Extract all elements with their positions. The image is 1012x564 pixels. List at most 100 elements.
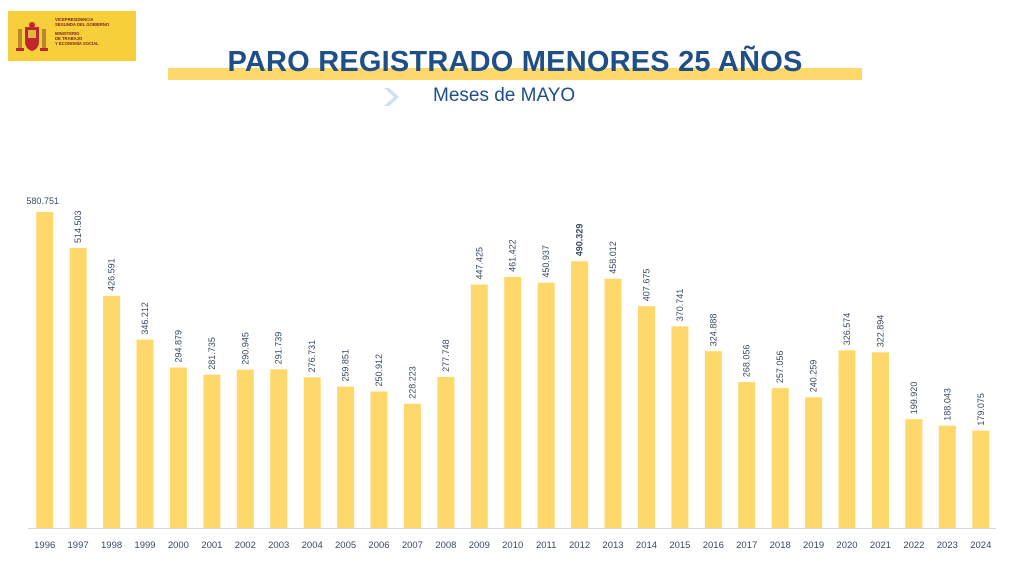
bar-2012 <box>571 261 589 528</box>
bar-2013 <box>604 278 622 528</box>
bar-2021 <box>872 352 889 528</box>
x-tick-label: 1999 <box>134 540 155 551</box>
bar-1997 <box>69 248 87 528</box>
x-tick-label: 2013 <box>602 540 623 551</box>
x-tick-label: 2005 <box>335 540 356 551</box>
chart-title: PARO REGISTRADO MENORES 25 AÑOS <box>227 46 803 78</box>
ministry-logo: VICEPRESIDENCIA SEGUNDA DEL GOBIERNO MIN… <box>8 11 136 61</box>
x-tick-label: 2014 <box>636 540 657 551</box>
bar-2018 <box>771 388 789 528</box>
x-tick-label: 1996 <box>34 540 55 551</box>
data-label: 324.888 <box>708 314 718 347</box>
coat-of-arms-icon <box>16 22 48 51</box>
data-label: 240.259 <box>809 360 819 393</box>
x-tick-label: 2000 <box>168 540 189 551</box>
x-tick-label: 1998 <box>101 540 122 551</box>
x-tick-label: 2008 <box>435 540 456 551</box>
data-label: 458.012 <box>608 241 618 274</box>
data-label: 228.223 <box>407 366 417 399</box>
bar-2004 <box>303 377 321 528</box>
x-tick-label: 2023 <box>937 540 958 551</box>
logo-line: DE TRABAJO <box>55 36 83 41</box>
chevron-right-icon <box>384 88 399 106</box>
data-label: 268.056 <box>742 345 752 378</box>
bar-2011 <box>537 282 555 528</box>
data-label: 580.751 <box>26 196 59 206</box>
x-tick-label: 2004 <box>302 540 323 551</box>
bar-2001 <box>203 374 221 528</box>
data-label: 450.937 <box>541 245 551 278</box>
x-tick-label: 2022 <box>903 540 924 551</box>
data-label: 490.329 <box>575 224 585 257</box>
x-tick-label: 2007 <box>402 540 423 551</box>
bar-1999 <box>136 339 154 528</box>
data-label: 291.739 <box>274 332 284 365</box>
bar-2008 <box>437 376 455 528</box>
x-tick-label: 2018 <box>770 540 791 551</box>
data-label: 257.056 <box>775 351 785 384</box>
bar-2007 <box>403 403 421 528</box>
x-tick-label: 2003 <box>268 540 289 551</box>
x-tick-label: 2010 <box>502 540 523 551</box>
data-label: 322.894 <box>876 315 886 348</box>
data-label: 326.574 <box>842 313 852 346</box>
bar-2014 <box>638 306 655 528</box>
bar-2020 <box>838 350 856 528</box>
bar-2003 <box>270 369 288 528</box>
data-label: 276.731 <box>307 340 317 373</box>
data-label: 346.212 <box>140 302 150 335</box>
data-label: 447.425 <box>474 247 484 280</box>
bar-2023 <box>938 425 956 528</box>
data-label: 461.422 <box>508 239 518 272</box>
x-tick-label: 2015 <box>669 540 690 551</box>
x-tick-label: 2017 <box>736 540 757 551</box>
x-tick-label: 2011 <box>536 540 556 551</box>
data-label: 514.503 <box>73 210 83 243</box>
bar-2019 <box>805 397 823 528</box>
bar-2000 <box>169 367 187 528</box>
bar-1998 <box>103 295 121 528</box>
ministry-name: VICEPRESIDENCIA SEGUNDA DEL GOBIERNO MIN… <box>55 17 135 46</box>
data-label: 199.920 <box>909 382 919 415</box>
bar-2015 <box>671 326 689 528</box>
logo-line: MINISTERIO <box>55 31 80 36</box>
x-tick-label: 2012 <box>569 540 590 551</box>
x-tick-label: 2009 <box>469 540 490 551</box>
data-label: 281.735 <box>207 337 217 370</box>
bar-2005 <box>337 386 355 528</box>
data-label: 250.912 <box>374 354 384 387</box>
x-tick-label: 2016 <box>703 540 724 551</box>
x-tick-label: 2001 <box>201 540 222 551</box>
x-tick-label: 2006 <box>368 540 389 551</box>
data-label: 407.675 <box>642 269 652 302</box>
bar-2017 <box>738 382 756 528</box>
bar-2006 <box>370 391 388 528</box>
chart-subtitle: Meses de MAYO <box>433 85 576 106</box>
data-label: 290.945 <box>240 332 250 365</box>
bar-2024 <box>972 430 990 528</box>
data-label: 277.748 <box>441 339 451 372</box>
x-tick-label: 2020 <box>836 540 857 551</box>
x-tick-label: 1997 <box>68 540 89 551</box>
bar-1996 <box>36 212 54 528</box>
bar-2002 <box>236 369 254 528</box>
bar-2009 <box>470 284 488 528</box>
data-label: 426.591 <box>107 258 117 291</box>
logo-line: SEGUNDA DEL GOBIERNO <box>55 22 110 27</box>
data-label: 179.075 <box>976 393 986 426</box>
title-highlight-bar <box>168 68 862 80</box>
x-tick-label: 2019 <box>803 540 824 551</box>
data-label: 370.741 <box>675 289 685 322</box>
x-tick-label: 2002 <box>235 540 256 551</box>
logo-line: Y ECONOMÍA SOCIAL <box>55 41 99 46</box>
data-label: 294.879 <box>173 330 183 363</box>
data-label: 188.043 <box>942 388 952 421</box>
x-tick-label: 2024 <box>970 540 991 551</box>
logo-line: VICEPRESIDENCIA <box>55 17 94 22</box>
bar-2016 <box>704 351 722 528</box>
x-tick-label: 2021 <box>870 540 891 551</box>
data-label: 259.851 <box>341 349 351 382</box>
bar-2022 <box>905 419 923 528</box>
bar-2010 <box>504 276 522 528</box>
